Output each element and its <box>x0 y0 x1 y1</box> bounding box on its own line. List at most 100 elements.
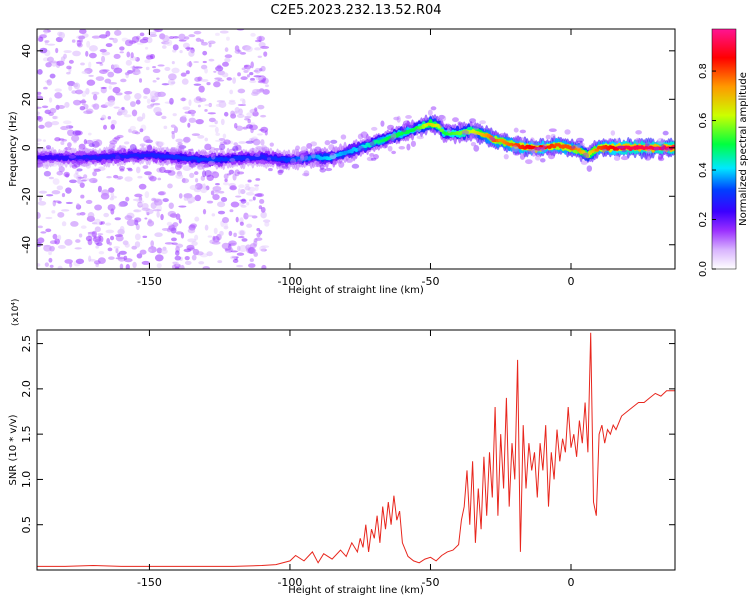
ridge-halo <box>635 130 642 135</box>
noise-speckle <box>66 65 72 70</box>
noise-speckle <box>142 235 148 238</box>
noise-speckle <box>141 260 150 265</box>
noise-speckle <box>107 71 115 78</box>
noise-speckle <box>212 193 220 201</box>
ridge-halo <box>479 120 486 125</box>
ridge-halo <box>387 145 393 152</box>
noise-speckle <box>224 222 228 229</box>
noise-speckle <box>101 55 106 63</box>
noise-speckle <box>229 89 234 95</box>
noise-speckle <box>115 248 119 254</box>
ridge-halo <box>620 155 629 161</box>
ridge-halo <box>328 144 335 151</box>
ridge-halo <box>245 158 250 164</box>
plot-frame <box>36 28 676 270</box>
noise-speckle <box>254 184 260 187</box>
snr-series-line <box>37 332 675 567</box>
noise-speckle <box>129 101 136 107</box>
ridge-halo <box>45 145 52 150</box>
x-axis-ticks-bottom: -150 -100 -50 0 <box>137 330 575 589</box>
noise-speckle <box>256 228 261 232</box>
noise-speckle <box>81 90 87 98</box>
noise-speckle <box>175 231 183 235</box>
noise-speckle <box>95 61 103 64</box>
noise-speckle <box>60 140 65 145</box>
x-tick-label: -150 <box>137 576 162 589</box>
noise-speckle <box>194 76 201 82</box>
noise-speckle <box>223 173 229 180</box>
ridge-halo <box>351 163 360 169</box>
x-axis-label-bottom: Height of straight line (km) <box>288 585 424 596</box>
noise-speckle <box>206 200 214 204</box>
chart-title: C2E5.2023.232.13.52.R04 <box>270 3 441 18</box>
ridge-halo <box>266 157 272 161</box>
noise-speckle <box>210 190 215 196</box>
noise-speckle <box>132 261 137 269</box>
snr-panel: -150 -100 -50 0 0.5 1.0 1.5 2.0 2.5 Height of s… <box>8 299 676 596</box>
ridge-halo <box>196 163 204 170</box>
noise-speckle <box>78 233 83 238</box>
noise-speckle <box>49 107 57 114</box>
noise-speckle <box>244 46 253 53</box>
ridge-halo <box>610 130 616 136</box>
noise-speckle <box>233 142 238 146</box>
noise-speckle <box>37 138 42 142</box>
noise-speckle <box>230 110 235 117</box>
ridge-halo <box>371 126 378 131</box>
noise-speckle <box>75 258 85 265</box>
noise-speckle <box>95 76 105 81</box>
noise-speckle <box>131 36 140 43</box>
noise-speckle <box>63 50 72 54</box>
noise-speckle <box>194 234 199 241</box>
ridge-halo <box>207 160 216 165</box>
ridge-halo <box>416 135 424 140</box>
ridge-halo <box>249 147 257 154</box>
noise-speckle <box>52 233 58 240</box>
noise-speckle <box>146 104 154 109</box>
noise-speckle <box>57 245 66 249</box>
ridge-halo <box>546 149 552 156</box>
x-tick-label: 0 <box>568 576 575 589</box>
ridge-halo <box>439 120 444 128</box>
noise-speckle <box>81 70 91 75</box>
ridge-halo <box>511 145 519 153</box>
noise-speckle <box>184 111 192 114</box>
noise-speckle <box>160 213 164 221</box>
noise-speckle <box>197 134 205 139</box>
ridge-halo <box>391 150 397 155</box>
ridge-halo <box>430 106 437 111</box>
y-multiplier-label: (x10⁴) <box>11 299 21 326</box>
noise-speckle <box>64 259 73 264</box>
ridge-halo <box>410 140 417 147</box>
noise-speckle <box>101 189 110 196</box>
noise-speckle <box>224 54 233 59</box>
noise-speckle <box>161 227 170 231</box>
noise-speckle <box>112 86 121 94</box>
noise-speckle <box>97 185 102 193</box>
ridge-halo <box>470 141 477 147</box>
noise-speckle <box>137 202 145 206</box>
noise-speckle <box>114 29 122 36</box>
noise-speckle <box>45 216 53 220</box>
colorbar-tick-label: 0.2 <box>698 212 709 228</box>
noise-speckle <box>237 88 246 94</box>
noise-speckle <box>252 196 256 201</box>
noise-speckle <box>54 92 63 99</box>
noise-speckle <box>162 198 169 203</box>
ridge-halo <box>254 153 261 158</box>
noise-speckle <box>48 97 53 103</box>
noise-speckle <box>76 40 82 47</box>
noise-speckle <box>65 201 73 205</box>
noise-speckle <box>230 201 240 208</box>
noise-speckle <box>161 83 170 86</box>
ridge-halo <box>429 128 436 133</box>
noise-speckle <box>151 197 157 202</box>
noise-speckle <box>152 102 161 106</box>
noise-speckle <box>250 77 255 81</box>
noise-speckle <box>217 79 225 82</box>
noise-speckle <box>92 94 98 101</box>
noise-speckle <box>254 47 261 51</box>
noise-speckle <box>258 229 263 235</box>
noise-speckle <box>86 40 91 48</box>
noise-speckle <box>139 128 144 133</box>
